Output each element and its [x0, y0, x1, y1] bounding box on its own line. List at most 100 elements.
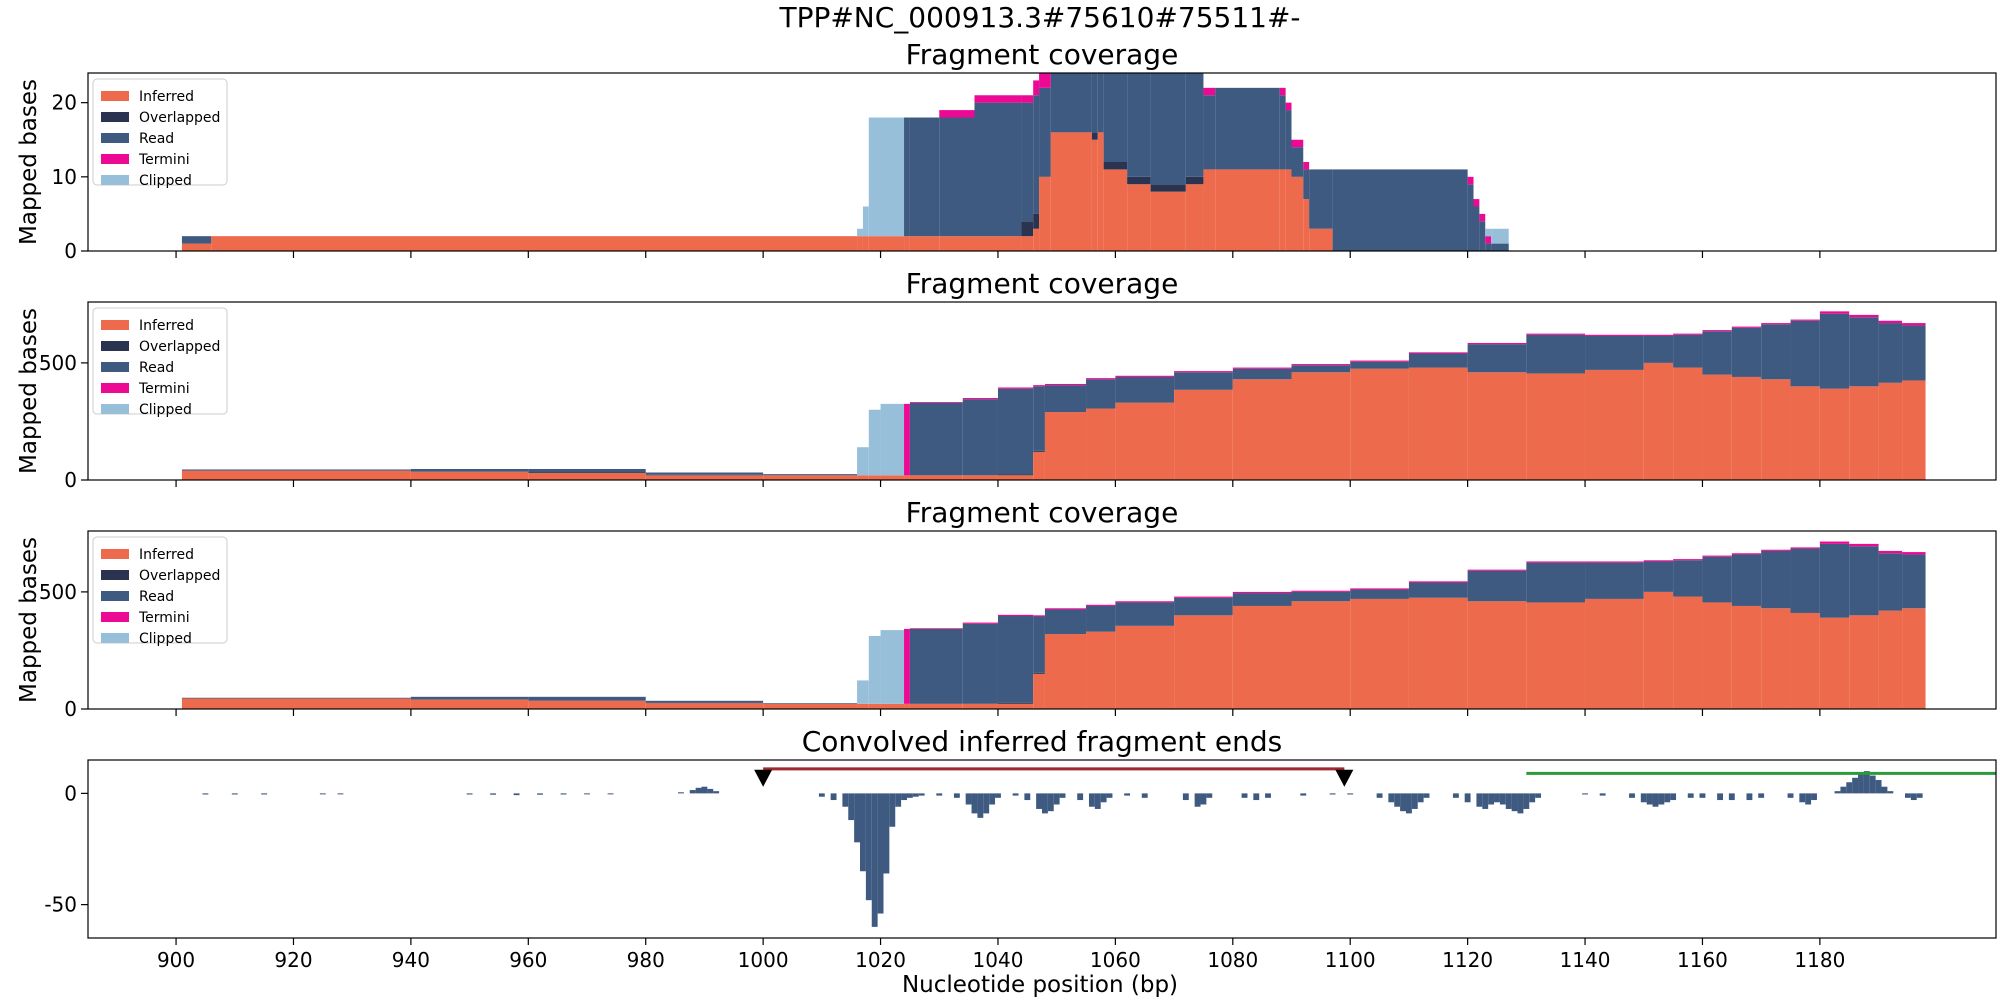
area-read-segment	[1673, 334, 1703, 368]
area-termini-segment	[1731, 553, 1762, 555]
area-overlapped-segment	[1021, 221, 1034, 237]
convolved-bar	[1094, 793, 1101, 809]
convolved-bar	[1494, 793, 1500, 803]
area-inferred-segment	[1291, 176, 1304, 251]
area-read-segment	[1643, 561, 1674, 592]
convolved-bar	[1846, 782, 1853, 794]
area-inferred-segment	[1115, 625, 1175, 709]
convolved-bar	[1875, 780, 1882, 794]
area-termini-segment	[1849, 314, 1879, 318]
convolved-bar	[936, 793, 943, 796]
legend-label-inferred: Inferred	[139, 547, 194, 563]
area-termini-segment	[1878, 320, 1903, 324]
area-clipped-segment	[868, 635, 881, 704]
area-termini-segment	[1849, 543, 1879, 547]
area-termini-segment	[1291, 139, 1304, 148]
area-clipped-segment	[880, 630, 905, 704]
area-inferred-segment	[997, 703, 1034, 709]
convolved-bar	[842, 793, 849, 807]
area-inferred-segment	[181, 243, 212, 251]
area-read-segment	[1643, 335, 1674, 363]
y-tick-label: 10	[52, 165, 77, 189]
area-termini-segment	[962, 398, 998, 400]
convolved-bar	[877, 793, 884, 914]
area-termini-segment	[1203, 87, 1216, 96]
panel-title: Fragment coverage	[906, 38, 1179, 71]
area-read-segment	[1203, 95, 1216, 170]
legend-label-clipped: Clipped	[139, 173, 192, 189]
area-termini-segment	[1044, 608, 1087, 610]
area-inferred-segment	[857, 475, 869, 480]
area-inferred-segment	[868, 236, 905, 251]
area-read-segment	[1127, 73, 1151, 177]
area-inferred-segment	[410, 699, 529, 709]
area-read-segment	[1150, 73, 1186, 185]
area-inferred-segment	[1526, 373, 1586, 480]
area-inferred-segment	[1790, 612, 1820, 709]
convolved-bar	[1664, 793, 1671, 803]
area-inferred-segment	[181, 698, 411, 709]
convolved-bar	[1488, 793, 1495, 805]
area-clipped-segment	[1485, 228, 1492, 237]
area-inferred-segment	[909, 703, 963, 709]
legend-swatch-read	[101, 133, 129, 143]
x-tick-label: 1100	[1325, 948, 1376, 972]
area-termini-segment	[1303, 162, 1310, 170]
legend-label-inferred: Inferred	[139, 89, 194, 105]
area-inferred-segment	[1902, 380, 1926, 480]
area-termini-segment	[1467, 569, 1527, 571]
convolved-bar	[848, 793, 855, 821]
legend-swatch-termini	[101, 612, 129, 622]
area-read-segment	[528, 468, 646, 473]
area-clipped-segment	[857, 680, 869, 704]
convolved-bar	[1106, 793, 1113, 798]
area-termini-segment	[1174, 596, 1233, 598]
area-read-segment	[1115, 602, 1175, 626]
convolved-bar	[1916, 793, 1923, 798]
area-read-segment	[1279, 95, 1286, 170]
convolved-bar	[1869, 775, 1876, 794]
convolved-bar	[1024, 793, 1031, 801]
area-termini-segment	[1033, 80, 1040, 96]
area-termini-segment	[909, 628, 963, 629]
area-inferred-segment	[1203, 169, 1216, 251]
area-read-segment	[1479, 221, 1486, 251]
area-termini-segment	[1790, 319, 1820, 321]
area-inferred-segment	[645, 475, 764, 480]
area-clipped-segment	[857, 228, 863, 237]
x-tick-label: 920	[274, 948, 312, 972]
area-overlapped-segment	[1091, 132, 1098, 140]
area-inferred-segment	[1232, 379, 1292, 480]
area-inferred-segment	[1849, 386, 1879, 480]
area-inferred-segment	[1285, 169, 1292, 251]
area-read-segment	[1033, 95, 1040, 214]
area-read-segment	[997, 388, 1034, 475]
area-clipped-segment	[868, 409, 881, 476]
area-read-segment	[1408, 353, 1468, 368]
area-inferred-segment	[868, 475, 881, 480]
area-read-segment	[1332, 169, 1468, 251]
area-read-segment	[909, 402, 963, 476]
area-inferred-segment	[1279, 169, 1286, 251]
y-tick-label: 20	[52, 91, 77, 115]
area-inferred-segment	[410, 471, 529, 480]
convolved-bar	[1646, 793, 1653, 805]
area-read-segment	[1091, 73, 1098, 133]
area-read-segment	[1819, 313, 1850, 389]
area-termini-segment	[1761, 323, 1791, 325]
y-tick-label: 500	[39, 351, 77, 375]
legend-swatch-inferred	[101, 549, 129, 559]
area-read-segment	[1473, 206, 1480, 251]
convolved-bar	[1400, 793, 1406, 812]
convolved-bar	[1511, 793, 1518, 812]
y-tick-label: 0	[64, 781, 77, 805]
area-inferred-segment	[1033, 228, 1040, 251]
axes-frame	[87, 759, 1997, 939]
area-inferred-segment	[1761, 379, 1791, 480]
x-tick-label: 1000	[738, 948, 789, 972]
legend-label-termini: Termini	[138, 381, 190, 397]
area-termini-segment	[962, 622, 998, 624]
area-termini-segment	[939, 110, 975, 118]
area-read-segment	[962, 399, 998, 476]
area-overlapped-segment	[1033, 213, 1040, 229]
